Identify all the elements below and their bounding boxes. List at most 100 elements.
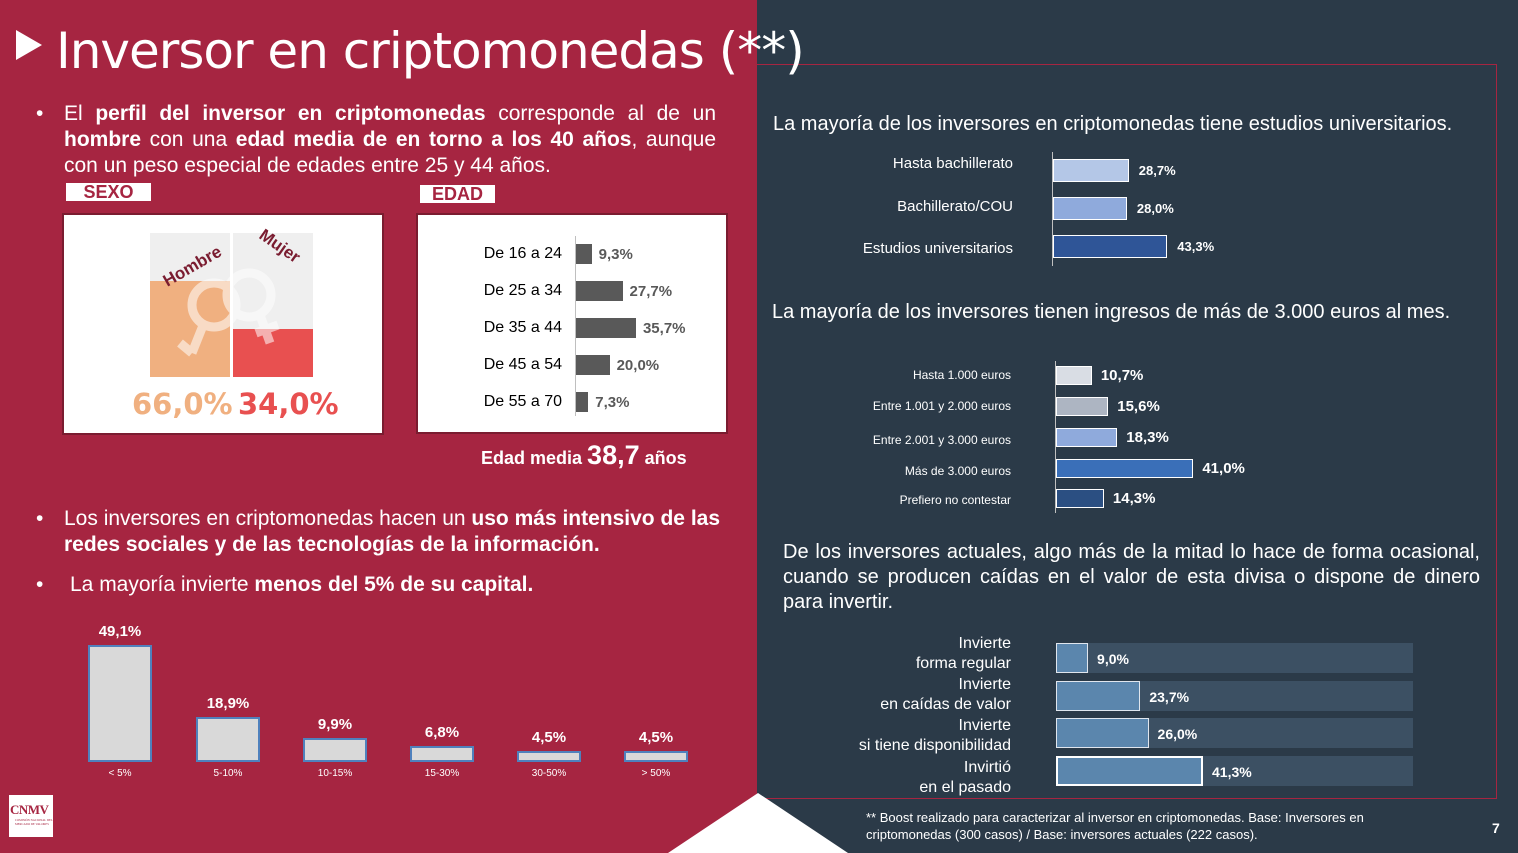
page-title: Inversor en criptomonedas (**) <box>16 22 805 80</box>
ingresos-value-label: 15,6% <box>1117 398 1160 415</box>
frecuencia-category-line: Invierte <box>958 635 1011 652</box>
edad-media-prefix: Edad media <box>481 448 583 468</box>
capital-value-label: 6,8% <box>424 723 460 741</box>
ingresos-category-label: Más de 3.000 euros <box>904 464 1011 478</box>
frecuencia-bar <box>1056 718 1149 748</box>
capital-category-label: < 5% <box>108 768 132 779</box>
edad-value-label: 35,7% <box>642 320 686 337</box>
capital-value-label: 4,5% <box>531 729 567 747</box>
capital-category-label: 10-15% <box>317 768 353 779</box>
ingresos-value-label: 41,0% <box>1202 460 1245 477</box>
edad-axis <box>575 236 576 416</box>
capital-bar <box>303 738 367 762</box>
hombre-pct: 66,0% <box>132 387 233 421</box>
logo-text: CNMV <box>10 802 49 817</box>
estudios-category-label: Estudios universitarios <box>862 240 1013 257</box>
frecuencia-category-line: en el pasado <box>919 779 1011 796</box>
capital-bar <box>196 716 260 762</box>
ingresos-bar <box>1056 459 1194 478</box>
edad-tag: EDAD <box>420 185 495 203</box>
sexo-box: Hombre Mujer 66,0% 34,0% <box>62 213 384 435</box>
edad-bar <box>576 281 623 301</box>
bullet-text-bold: uso más intensivo de las redes sociales … <box>64 507 721 556</box>
footnote: ** Boost realizado para caracterizar al … <box>866 810 1364 842</box>
ingresos-value-label: 18,3% <box>1126 429 1169 446</box>
frecuencia-track <box>1056 643 1413 673</box>
estudios-title: La mayoría de los inversores en criptomo… <box>773 113 1453 135</box>
frecuencia-category-label: Invierte si tiene disponibilidad <box>859 716 1011 756</box>
frecuencia-bar <box>1056 681 1141 711</box>
capital-bar <box>517 751 581 762</box>
ingresos-category-label: Entre 2.001 y 3.000 euros <box>872 433 1011 447</box>
capital-category-label: 5-10% <box>213 768 243 779</box>
edad-media: Edad media 38,7 años <box>481 440 687 471</box>
bullet-dot: • <box>36 507 44 530</box>
gender-symbols-icon <box>177 268 280 357</box>
bullet-text-bold: edad media de en torno a los 40 años <box>235 128 632 151</box>
estudios-category-label: Hasta bachillerato <box>892 155 1013 172</box>
edad-bar <box>576 244 592 264</box>
bullet-dot: • <box>36 102 44 125</box>
edad-value-label: 27,7% <box>629 283 673 300</box>
logo-subtext: COMISIÓN NACIONAL DEL MERCADO DE VALORES <box>15 818 53 826</box>
ingresos-category-label: Hasta 1.000 euros <box>912 368 1011 382</box>
bullet-dot: • <box>36 573 44 596</box>
frecuencia-bar <box>1056 756 1204 786</box>
ingresos-category-label: Prefiero no contestar <box>899 493 1011 507</box>
gender-graphic: Hombre Mujer <box>150 225 313 377</box>
page-title-text: Inversor en criptomonedas (**) <box>56 22 805 80</box>
ingresos-value-label: 14,3% <box>1112 490 1156 507</box>
frecuencia-category-line: en caídas de valor <box>880 696 1011 713</box>
edad-category-label: De 16 a 24 <box>483 245 562 262</box>
frecuencia-value-label: 26,0% <box>1157 726 1198 742</box>
edad-category-label: De 45 a 54 <box>483 356 562 373</box>
frecuencia-title: De los inversores actuales, algo más de … <box>783 541 1480 613</box>
capital-category-label: 15-30% <box>424 768 460 779</box>
right-frame <box>757 64 1497 799</box>
ingresos-bar <box>1056 428 1118 447</box>
frecuencia-value-label: 41,3% <box>1212 764 1252 780</box>
bullet-text-bold: menos del 5% de su capital. <box>254 573 534 596</box>
estudios-bar <box>1053 197 1127 220</box>
capital-value-label: 18,9% <box>206 694 250 712</box>
capital-value-label: 4,5% <box>638 729 674 747</box>
capital-category-label: > 50% <box>641 768 671 779</box>
frecuencia-value-label: 9,0% <box>1097 651 1129 667</box>
bullet-text: corresponde al de un <box>485 102 716 125</box>
bullet-text: El <box>64 102 96 125</box>
frecuencia-bar <box>1056 643 1089 673</box>
edad-value-label: 7,3% <box>595 394 630 411</box>
edad-category-label: De 55 a 70 <box>483 393 562 410</box>
estudios-value-label: 28,7% <box>1138 163 1176 178</box>
estudios-bar <box>1053 235 1168 258</box>
bullet-text: Los inversores en criptomonedas hacen un <box>64 507 472 530</box>
bullet-perfil: • El perfil del inversor en criptomoneda… <box>36 101 716 179</box>
edad-media-value: 38,7 <box>587 440 640 470</box>
cnmv-logo: CNMV COMISIÓN NACIONAL DEL MERCADO DE VA… <box>9 795 53 837</box>
capital-bar <box>88 645 152 762</box>
capital-bar <box>410 745 474 762</box>
edad-box <box>416 213 728 434</box>
triangle-decoration <box>668 793 848 853</box>
ingresos-bar <box>1056 489 1104 508</box>
edad-media-suffix: años <box>644 448 687 468</box>
frecuencia-category-line: forma regular <box>915 655 1011 672</box>
ingresos-bar <box>1056 397 1109 416</box>
ingresos-axis <box>1055 361 1056 513</box>
capital-value-label: 9,9% <box>317 716 353 734</box>
bullet-redes: • Los inversores en criptomonedas hacen … <box>36 506 724 558</box>
bullet-text: , aunque con un peso especial de edades … <box>64 128 716 177</box>
frecuencia-category-line: Invierte <box>958 717 1011 734</box>
frecuencia-value-label: 23,7% <box>1149 689 1190 705</box>
estudios-value-label: 43,3% <box>1177 239 1215 254</box>
edad-value-label: 20,0% <box>616 357 660 374</box>
page-number: 7 <box>1492 820 1500 836</box>
play-triangle-icon <box>16 30 42 60</box>
estudios-bar <box>1053 159 1129 182</box>
frecuencia-category-line: Invirtió <box>963 759 1011 776</box>
frecuencia-category-line: si tiene disponibilidad <box>858 737 1011 754</box>
frecuencia-category-label: Invierte en caídas de valor <box>880 675 1011 715</box>
ingresos-title: La mayoría de los inversores tienen ingr… <box>772 301 1451 323</box>
edad-bar <box>576 392 589 412</box>
capital-value-label: 49,1% <box>98 623 142 640</box>
